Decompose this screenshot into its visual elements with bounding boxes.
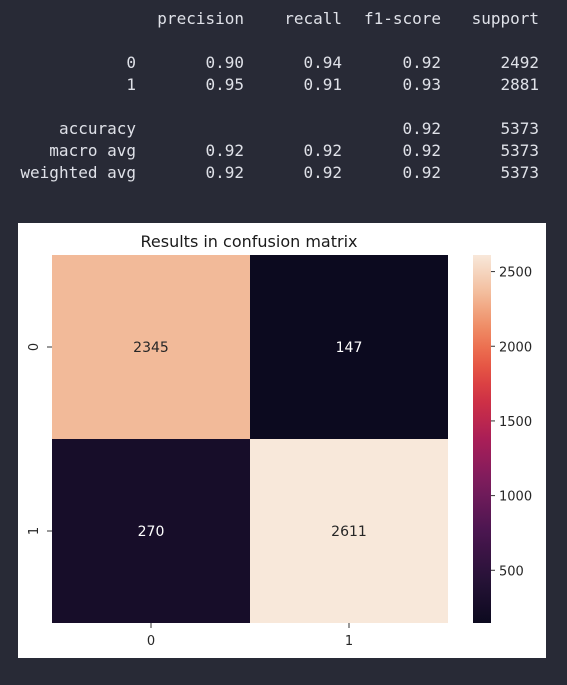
report-header-precision: precision bbox=[157, 9, 244, 28]
heatmap-cell bbox=[250, 255, 448, 439]
report-cell-recall: 0.91 bbox=[303, 75, 342, 94]
report-header-support: support bbox=[471, 9, 539, 28]
report-cell-support: 5373 bbox=[500, 141, 539, 160]
report-row-label: macro avg bbox=[49, 141, 136, 160]
heatmap-cell bbox=[250, 439, 448, 623]
heatmap-cell bbox=[52, 439, 250, 623]
report-cell-f1: 0.92 bbox=[402, 141, 441, 160]
report-header-recall: recall bbox=[284, 9, 342, 28]
confusion-matrix-heatmap: Results in confusion matrix 2345 147 270 26… bbox=[27, 232, 532, 649]
report-cell-support: 2881 bbox=[500, 75, 539, 94]
report-header-f1-score: f1-score bbox=[363, 9, 441, 28]
y-tick-label: 0 bbox=[27, 343, 42, 351]
report-cell-support: 5373 bbox=[500, 163, 539, 182]
colorbar-tick-label: 2500 bbox=[499, 266, 532, 281]
report-cell-support: 2492 bbox=[500, 53, 539, 72]
cell-value-label: 2345 bbox=[133, 340, 169, 356]
chart-title: Results in confusion matrix bbox=[141, 232, 358, 251]
report-cell-f1: 0.93 bbox=[402, 75, 441, 94]
colorbar-tick-label: 1500 bbox=[499, 415, 532, 430]
x-tick-label: 1 bbox=[345, 634, 353, 649]
report-cell-f1: 0.92 bbox=[402, 53, 441, 72]
classification-report: precision recall f1-score support 0 0.90 0.94 0… bbox=[0, 0, 567, 200]
report-cell-precision: 0.92 bbox=[205, 141, 244, 160]
report-cell-precision: 0.92 bbox=[205, 163, 244, 182]
colorbar-tick-label: 1000 bbox=[499, 490, 532, 505]
report-row-label: 1 bbox=[126, 75, 136, 94]
report-cell-f1: 0.92 bbox=[402, 119, 441, 138]
report-row-label: 0 bbox=[126, 53, 136, 72]
colorbar bbox=[473, 255, 491, 623]
report-cell-precision: 0.95 bbox=[205, 75, 244, 94]
x-tick-label: 0 bbox=[147, 634, 155, 649]
report-cell-support: 5373 bbox=[500, 119, 539, 138]
report-cell-precision: 0.90 bbox=[205, 53, 244, 72]
colorbar-tick-label: 2000 bbox=[499, 340, 532, 355]
report-cell-recall: 0.92 bbox=[303, 163, 342, 182]
report-cell-recall: 0.94 bbox=[303, 53, 342, 72]
cell-value-label: 147 bbox=[336, 340, 363, 356]
report-row-label: weighted avg bbox=[20, 163, 136, 182]
report-cell-f1: 0.92 bbox=[402, 163, 441, 182]
cell-value-label: 270 bbox=[138, 524, 165, 540]
cell-value-label: 2611 bbox=[331, 524, 367, 540]
y-tick-label: 1 bbox=[27, 527, 42, 535]
report-row-label: accuracy bbox=[58, 119, 136, 138]
report-cell-recall: 0.92 bbox=[303, 141, 342, 160]
heatmap-cell bbox=[52, 255, 250, 439]
confusion-matrix-figure: Results in confusion matrix 2345 147 270 26… bbox=[18, 223, 546, 658]
colorbar-tick-label: 500 bbox=[499, 564, 524, 579]
